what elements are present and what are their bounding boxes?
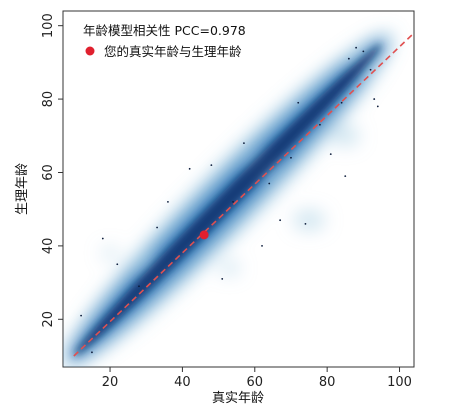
- legend-entry-label: 您的真实年龄与生理年龄: [104, 44, 242, 59]
- sample-point: [116, 263, 119, 266]
- x-tick-label: 60: [247, 375, 264, 390]
- sample-point: [279, 219, 282, 222]
- y-tick-label: 40: [41, 238, 56, 255]
- sample-point: [376, 105, 379, 108]
- sample-point: [188, 167, 191, 170]
- y-axis: 20 40 60 80 100: [41, 13, 63, 328]
- sample-point: [369, 68, 372, 71]
- sample-point: [355, 46, 358, 49]
- density-cloud: [63, 32, 393, 367]
- sample-point: [290, 156, 292, 159]
- sample-point: [138, 285, 140, 288]
- sample-point: [232, 200, 234, 203]
- sample-point: [362, 50, 365, 53]
- sample-point: [319, 123, 321, 126]
- sample-point: [347, 57, 350, 60]
- sample-point: [80, 314, 82, 317]
- sample-points: [80, 46, 379, 354]
- pcc-annotation: 年龄模型相关性 PCC=0.978: [83, 23, 246, 38]
- x-axis: 20 40 60 80 100: [102, 367, 412, 390]
- sample-point: [221, 278, 224, 280]
- x-tick-label: 20: [102, 375, 119, 390]
- legend-marker: [85, 46, 95, 56]
- highlight-point: [199, 230, 209, 240]
- x-tick-label: 40: [174, 375, 191, 390]
- x-tick-label: 80: [319, 375, 336, 390]
- reference-line: [73, 32, 414, 357]
- sample-point: [101, 237, 104, 240]
- y-tick-label: 20: [41, 311, 56, 328]
- y-tick-label: 100: [41, 13, 56, 38]
- y-tick-label: 60: [41, 164, 56, 181]
- sample-point: [340, 101, 343, 104]
- density-core: [73, 43, 382, 357]
- sample-point: [243, 142, 245, 145]
- sample-point: [373, 98, 376, 100]
- reference-line-group: [73, 32, 414, 357]
- sample-point: [344, 175, 347, 178]
- sample-point: [156, 226, 158, 229]
- sample-point: [268, 182, 271, 185]
- x-tick-label: 100: [387, 375, 412, 390]
- sample-point: [329, 153, 332, 156]
- sample-point: [297, 101, 300, 104]
- sample-point: [167, 200, 169, 203]
- x-axis-label: 真实年龄: [212, 391, 264, 406]
- highlight-series: [199, 230, 209, 240]
- sample-point: [304, 222, 307, 225]
- sample-point: [91, 351, 93, 354]
- y-tick-label: 80: [41, 91, 56, 108]
- y-axis-label: 生理年龄: [15, 163, 30, 215]
- sample-point: [261, 244, 263, 247]
- sample-point: [210, 164, 213, 167]
